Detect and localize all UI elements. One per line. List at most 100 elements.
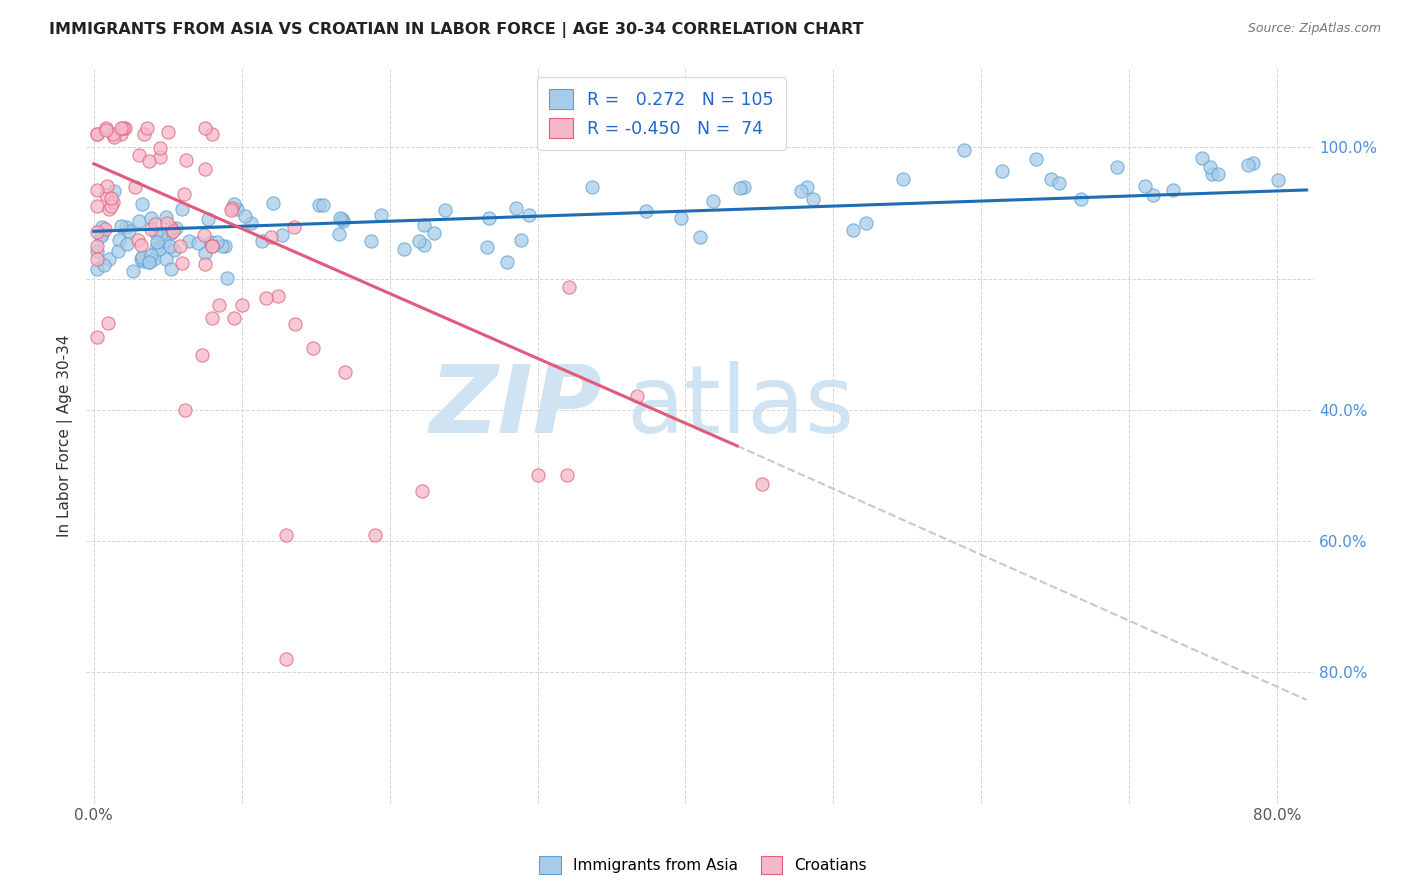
Point <box>93 222 115 236</box>
Point <box>1201 167 1223 181</box>
Point <box>134 127 156 141</box>
Point <box>510 233 533 247</box>
Legend: Immigrants from Asia, Croatians: Immigrants from Asia, Croatians <box>533 850 873 880</box>
Point <box>139 211 162 225</box>
Point <box>201 310 224 325</box>
Point <box>96 122 118 136</box>
Point <box>100 199 122 213</box>
Point <box>1133 179 1156 194</box>
Point <box>103 127 125 141</box>
Legend: R =   0.272   N = 105, R = -0.450   N =  74: R = 0.272 N = 105, R = -0.450 N = 74 <box>537 78 786 150</box>
Point <box>157 125 180 139</box>
Point <box>107 233 129 247</box>
Text: IMMIGRANTS FROM ASIA VS CROATIAN IN LABOR FORCE | AGE 30-34 CORRELATION CHART: IMMIGRANTS FROM ASIA VS CROATIAN IN LABO… <box>49 22 863 38</box>
Point <box>422 227 444 241</box>
Point <box>197 212 219 227</box>
Point <box>267 289 290 303</box>
Point <box>97 316 120 330</box>
Point <box>128 214 150 228</box>
Point <box>149 141 172 155</box>
Point <box>256 291 278 305</box>
Point <box>111 120 134 135</box>
Point <box>239 216 262 230</box>
Point <box>131 197 153 211</box>
Point <box>201 238 224 252</box>
Point <box>252 234 274 248</box>
Point <box>194 245 217 260</box>
Point <box>201 238 224 252</box>
Point <box>330 211 353 226</box>
Point <box>107 244 129 258</box>
Point <box>114 120 136 135</box>
Point <box>283 219 305 234</box>
Point <box>156 216 179 230</box>
Point <box>274 652 297 666</box>
Point <box>1107 160 1129 174</box>
Point <box>262 196 284 211</box>
Point <box>115 237 138 252</box>
Point <box>1161 183 1184 197</box>
Point <box>201 127 224 141</box>
Point <box>408 234 430 248</box>
Point <box>145 241 167 255</box>
Point <box>751 477 773 491</box>
Point <box>162 224 184 238</box>
Point <box>1267 173 1289 187</box>
Point <box>142 252 165 266</box>
Point <box>187 236 209 251</box>
Point <box>103 130 125 145</box>
Point <box>148 243 170 257</box>
Point <box>90 229 112 244</box>
Point <box>143 217 166 231</box>
Point <box>517 209 540 223</box>
Point <box>191 347 214 361</box>
Point <box>1241 155 1264 169</box>
Point <box>260 230 283 244</box>
Point <box>274 527 297 541</box>
Point <box>1237 158 1260 172</box>
Point <box>93 258 115 272</box>
Point <box>332 214 354 228</box>
Point <box>1142 187 1164 202</box>
Point <box>478 211 501 226</box>
Point <box>891 172 914 186</box>
Point <box>155 252 177 267</box>
Point <box>128 148 150 162</box>
Point <box>174 153 197 167</box>
Point <box>333 365 356 379</box>
Point <box>193 227 215 242</box>
Point <box>689 230 711 244</box>
Point <box>177 235 200 249</box>
Point <box>86 244 108 259</box>
Point <box>110 127 132 141</box>
Point <box>86 127 108 141</box>
Point <box>1206 167 1229 181</box>
Point <box>170 256 193 270</box>
Point <box>558 280 581 294</box>
Point <box>118 224 141 238</box>
Point <box>96 178 118 193</box>
Point <box>222 197 245 211</box>
Point <box>121 264 143 278</box>
Point <box>159 262 181 277</box>
Point <box>86 238 108 252</box>
Point <box>145 226 167 240</box>
Point <box>626 389 648 403</box>
Point <box>1199 160 1222 174</box>
Point <box>205 235 228 249</box>
Text: Source: ZipAtlas.com: Source: ZipAtlas.com <box>1247 22 1381 36</box>
Point <box>200 235 222 249</box>
Point <box>392 243 415 257</box>
Point <box>526 468 548 483</box>
Point <box>796 179 818 194</box>
Point <box>370 208 392 222</box>
Point <box>221 201 243 215</box>
Point <box>194 162 217 177</box>
Point <box>141 247 163 261</box>
Point <box>271 228 294 243</box>
Point <box>221 202 243 217</box>
Point <box>155 210 177 224</box>
Point <box>149 150 172 164</box>
Point <box>86 225 108 239</box>
Point <box>129 252 152 266</box>
